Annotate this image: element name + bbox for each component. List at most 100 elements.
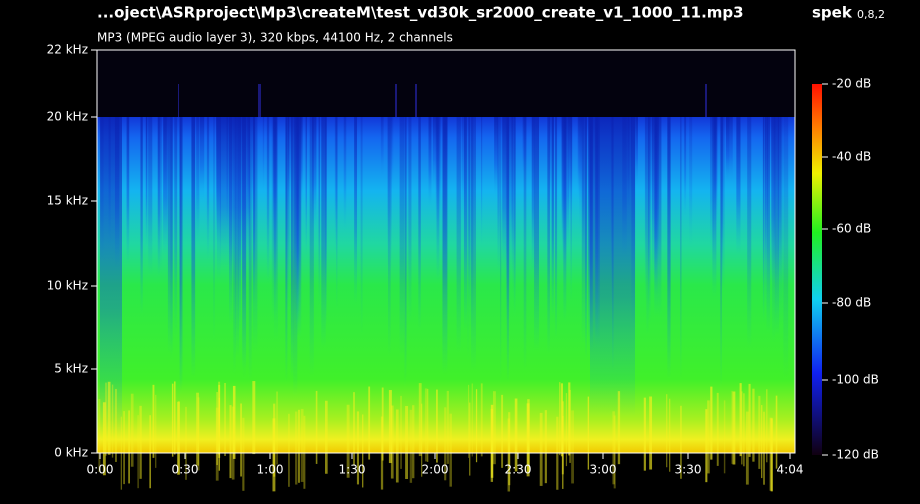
texture-stripe: [267, 117, 269, 282]
texture-stripe: [139, 406, 141, 479]
texture-stripe: [436, 390, 438, 463]
x-tick-label: 0:30: [172, 463, 199, 477]
quiet-region: [100, 117, 122, 437]
texture-stripe: [743, 393, 744, 466]
texture-stripe: [419, 383, 422, 456]
texture-stripe: [242, 418, 244, 491]
texture-stripe: [511, 117, 514, 274]
app-version: 0,8,2: [857, 8, 885, 21]
texture-stripe: [240, 403, 242, 476]
texture-stripe: [180, 117, 182, 395]
texture-stripe: [196, 117, 199, 247]
texture-stripe: [765, 117, 766, 308]
texture-stripe: [733, 391, 736, 464]
texture-stripe: [569, 390, 570, 463]
texture-stripe: [645, 117, 647, 302]
texture-stripe: [310, 117, 314, 377]
y-tick-label: 22 kHz: [47, 43, 88, 57]
texture-stripe: [552, 117, 554, 316]
texture-stripe: [515, 399, 518, 472]
x-tick-label: 4:04: [777, 463, 804, 477]
texture-stripe: [172, 384, 173, 457]
texture-stripe: [684, 117, 686, 217]
texture-stripe: [344, 117, 347, 231]
texture-stripe: [449, 414, 451, 487]
y-tick-label: 0 kHz: [54, 446, 88, 460]
texture-stripe: [381, 117, 384, 179]
quiet-region: [590, 117, 635, 417]
texture-stripe: [689, 117, 692, 249]
texture-stripe: [468, 117, 469, 362]
texture-stripe: [559, 382, 560, 455]
texture-stripe: [746, 412, 749, 485]
texture-stripe: [301, 409, 304, 482]
texture-stripe: [196, 393, 199, 466]
texture-stripe: [207, 117, 209, 260]
texture-stripe: [588, 397, 589, 470]
db-tick-label: -60 dB: [832, 222, 871, 236]
page: ...oject\ASRproject\Mp3\createM\test_vd3…: [0, 0, 920, 504]
texture-stripe: [712, 117, 716, 297]
texture-stripe: [736, 117, 740, 255]
texture-stripe: [507, 117, 510, 322]
texture-stripe: [763, 412, 765, 485]
texture-stripe: [138, 415, 139, 488]
texture-stripe: [500, 117, 501, 384]
y-tick-label: 15 kHz: [47, 194, 88, 208]
texture-stripe: [717, 393, 719, 466]
texture-stripe: [300, 117, 303, 207]
texture-stripe: [749, 384, 751, 457]
texture-stripe: [540, 413, 543, 486]
texture-stripe: [170, 117, 172, 363]
db-tick-label: -120 dB: [832, 448, 879, 462]
texture-stripe: [568, 117, 571, 180]
texture-stripe: [429, 117, 432, 207]
texture-stripe: [497, 117, 499, 272]
texture-stripe: [128, 410, 129, 483]
high-band-spike: [415, 84, 417, 117]
db-color-bar: [812, 84, 822, 455]
texture-stripe: [410, 410, 412, 483]
texture-stripe: [127, 117, 130, 265]
texture-stripe: [724, 400, 725, 473]
y-tick-label: 20 kHz: [47, 110, 88, 124]
texture-stripe: [112, 385, 113, 458]
texture-stripe: [298, 410, 300, 483]
app-name: spek: [812, 4, 853, 22]
x-tick-label: 2:30: [505, 463, 532, 477]
texture-stripe: [174, 117, 177, 338]
texture-stripe: [295, 412, 297, 485]
texture-stripe: [545, 410, 547, 483]
texture-stripe: [353, 392, 355, 465]
texture-stripe: [763, 117, 764, 322]
texture-stripe: [726, 117, 729, 184]
texture-stripe: [469, 403, 470, 476]
x-tick-label: 1:00: [257, 463, 284, 477]
texture-stripe: [146, 117, 148, 249]
texture-stripe: [534, 117, 539, 350]
texture-stripe: [405, 406, 408, 479]
texture-stripe: [163, 117, 168, 255]
texture-stripe: [174, 381, 175, 454]
texture-stripe: [123, 411, 124, 484]
texture-stripe: [766, 389, 767, 462]
texture-stripe: [783, 117, 788, 380]
texture-stripe: [468, 385, 469, 458]
texture-stripe: [442, 117, 447, 374]
texture-stripe: [303, 416, 305, 489]
texture-stripe: [680, 117, 681, 380]
texture-stripe: [469, 117, 470, 301]
texture-stripe: [396, 409, 399, 482]
x-tick-label: 3:30: [675, 463, 702, 477]
texture-stripe: [200, 117, 204, 200]
texture-stripe: [758, 396, 760, 469]
texture-stripe: [408, 117, 411, 323]
texture-stripe: [321, 117, 325, 348]
texture-stripe: [286, 117, 289, 310]
texture-stripe: [362, 414, 363, 487]
texture-stripe: [108, 382, 111, 455]
texture-stripe: [771, 117, 775, 282]
texture-stripe: [155, 395, 156, 468]
texture-stripe: [776, 396, 778, 469]
texture-stripe: [224, 383, 226, 456]
